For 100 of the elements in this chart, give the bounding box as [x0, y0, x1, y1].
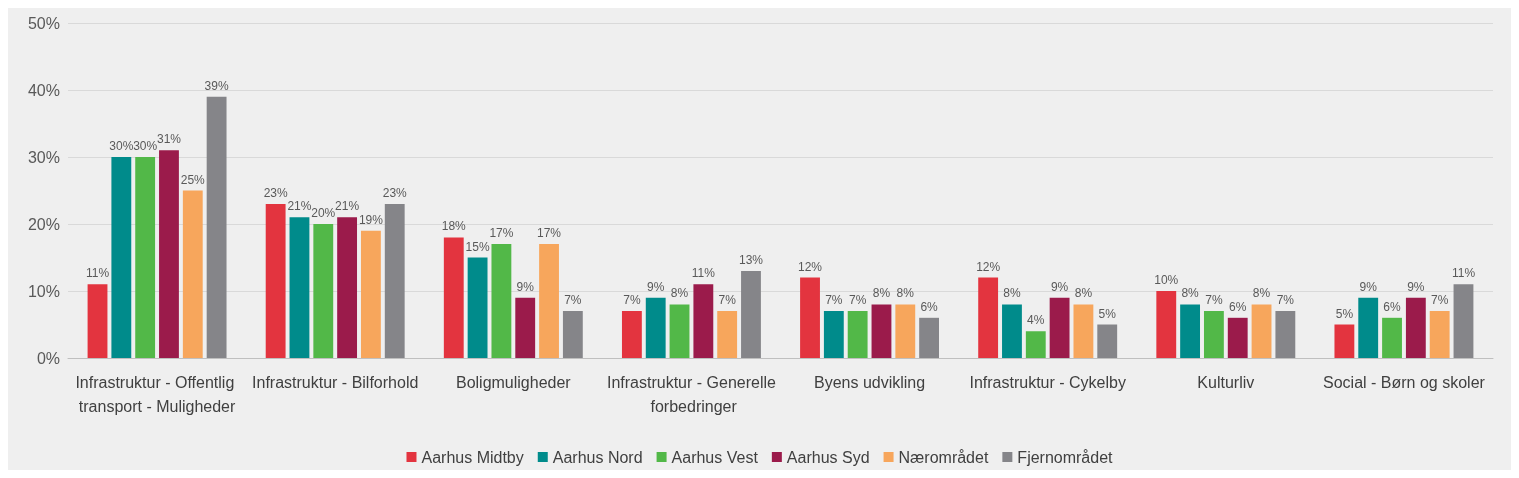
data-label: 4% [1027, 313, 1045, 328]
bar [895, 304, 916, 358]
data-label: 21% [335, 199, 360, 214]
legend-label: Aarhus Nord [552, 448, 643, 466]
bar [360, 230, 381, 358]
legend-label: Aarhus Syd [786, 448, 870, 466]
data-label: 9% [516, 279, 535, 294]
bar [1251, 304, 1272, 358]
data-label: 11% [85, 266, 110, 281]
data-label: 39% [204, 78, 229, 93]
data-label: 7% [564, 293, 582, 308]
bar [717, 311, 738, 358]
bar [1049, 297, 1070, 358]
bar [693, 284, 714, 358]
bar [337, 217, 358, 358]
bar [539, 244, 559, 358]
bar [1097, 324, 1118, 358]
bar [669, 304, 690, 358]
bar [1429, 311, 1450, 358]
data-label: 7% [1276, 293, 1295, 308]
bar [1002, 304, 1022, 358]
bar [741, 270, 761, 358]
bar [206, 96, 227, 358]
bar [182, 190, 203, 358]
y-tick-label: 20% [27, 215, 60, 233]
bar [1358, 297, 1379, 358]
bar [491, 244, 512, 358]
bar [1025, 331, 1046, 358]
x-tick-label: Boligmuligheder [455, 373, 572, 391]
data-label: 9% [647, 279, 665, 294]
data-label: 9% [1359, 279, 1378, 294]
legend-label: Fjernområdet [1017, 448, 1114, 466]
data-label: 8% [896, 286, 915, 301]
data-label: 9% [1407, 279, 1425, 294]
bar [515, 297, 536, 358]
bar [978, 277, 999, 358]
bar [111, 157, 132, 358]
x-tick-label: Infrastruktur - Generelle forbedringer [606, 373, 777, 415]
bar [919, 317, 940, 358]
bar [1073, 304, 1094, 358]
data-label: 12% [798, 259, 823, 274]
data-label: 25% [180, 172, 206, 187]
data-label: 7% [848, 293, 867, 308]
data-label: 7% [1205, 293, 1223, 308]
y-tick-label: 10% [27, 282, 60, 300]
data-label: 11% [1451, 266, 1476, 281]
data-label: 23% [263, 185, 288, 200]
data-label: 30% [109, 139, 134, 153]
bar [1453, 284, 1474, 358]
x-tick-label: Infrastruktur - Cykelby [969, 373, 1126, 391]
bar [313, 224, 334, 358]
data-label: 7% [825, 293, 843, 308]
legend-label: Nærområdet [898, 448, 989, 466]
y-tick-label: 40% [27, 81, 60, 99]
bar [384, 203, 405, 358]
y-tick-label: 50% [27, 14, 60, 32]
bar [847, 311, 868, 358]
data-label: 8% [1003, 286, 1021, 301]
data-label: 5% [1098, 306, 1117, 321]
data-label: 18% [441, 219, 467, 234]
legend-label: Aarhus Vest [671, 448, 759, 466]
bar [289, 217, 310, 358]
bar [1405, 297, 1426, 358]
y-tick-label: 0% [36, 349, 60, 367]
data-label: 5% [1335, 306, 1354, 321]
data-label: 11% [691, 266, 716, 281]
bar [443, 237, 464, 358]
data-label: 6% [1383, 299, 1402, 314]
bar [1203, 311, 1224, 358]
data-label: 19% [358, 212, 384, 227]
data-label: 6% [920, 299, 939, 314]
data-label: 17% [489, 226, 514, 241]
legend-label: Aarhus Midtby [421, 448, 524, 466]
data-label: 8% [872, 286, 891, 301]
data-label: 9% [1050, 279, 1069, 294]
data-label: 8% [1074, 286, 1093, 301]
bar [1382, 317, 1402, 358]
x-tick-label: Byens udvikling [813, 373, 926, 391]
x-tick-label: Infrastruktur - Bilforhold [252, 373, 419, 391]
bar [1334, 324, 1355, 358]
data-label: 8% [1252, 286, 1271, 301]
y-tick-label: 30% [27, 148, 60, 166]
data-label: 7% [718, 293, 737, 308]
data-label: 13% [738, 252, 764, 267]
data-label: 10% [1154, 273, 1179, 287]
bar [1275, 311, 1296, 358]
bar [871, 304, 892, 358]
bar [1180, 304, 1201, 358]
data-label: 23% [382, 185, 408, 200]
data-label: 7% [623, 293, 641, 308]
data-label: 21% [287, 199, 312, 214]
x-tick-label: Social - Børn og skoler [1323, 373, 1486, 391]
data-label: 31% [156, 132, 182, 147]
x-tick-label: Infrastruktur - Offentlig transport - Muligheder [75, 373, 239, 415]
data-label: 8% [1181, 286, 1200, 301]
bar [265, 203, 286, 358]
bar [1227, 317, 1248, 358]
bar [823, 311, 844, 358]
bar [621, 311, 642, 358]
x-tick-label: Kulturliv [1197, 373, 1255, 391]
